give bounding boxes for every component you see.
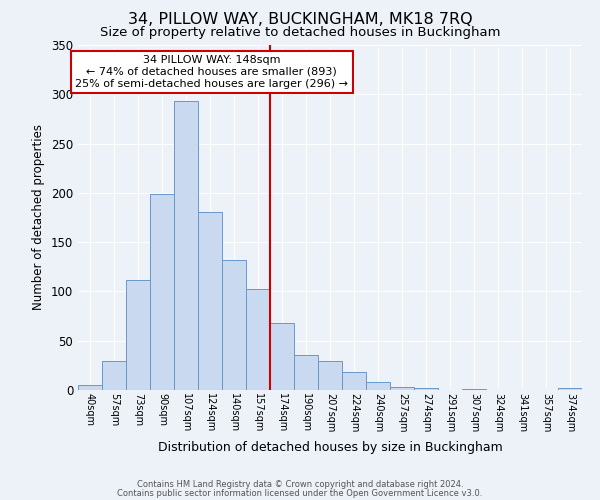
Bar <box>366 382 390 390</box>
Bar <box>414 388 438 390</box>
Text: 34 PILLOW WAY: 148sqm
← 74% of detached houses are smaller (893)
25% of semi-det: 34 PILLOW WAY: 148sqm ← 74% of detached … <box>75 56 348 88</box>
Bar <box>150 194 174 390</box>
Text: 34, PILLOW WAY, BUCKINGHAM, MK18 7RQ: 34, PILLOW WAY, BUCKINGHAM, MK18 7RQ <box>128 12 472 28</box>
Bar <box>102 362 126 390</box>
Bar <box>78 385 102 390</box>
Y-axis label: Number of detached properties: Number of detached properties <box>32 124 46 310</box>
Bar <box>126 280 150 390</box>
Bar <box>174 101 198 390</box>
Bar <box>318 362 342 390</box>
Bar <box>390 387 414 390</box>
Bar <box>270 323 294 390</box>
Bar <box>558 388 582 390</box>
Bar <box>294 354 318 390</box>
Text: Size of property relative to detached houses in Buckingham: Size of property relative to detached ho… <box>100 26 500 39</box>
Bar <box>462 389 486 390</box>
Bar <box>198 212 222 390</box>
Text: Contains HM Land Registry data © Crown copyright and database right 2024.: Contains HM Land Registry data © Crown c… <box>137 480 463 489</box>
Bar <box>246 290 270 390</box>
Bar <box>342 372 366 390</box>
X-axis label: Distribution of detached houses by size in Buckingham: Distribution of detached houses by size … <box>158 440 502 454</box>
Text: Contains public sector information licensed under the Open Government Licence v3: Contains public sector information licen… <box>118 488 482 498</box>
Bar <box>222 260 246 390</box>
